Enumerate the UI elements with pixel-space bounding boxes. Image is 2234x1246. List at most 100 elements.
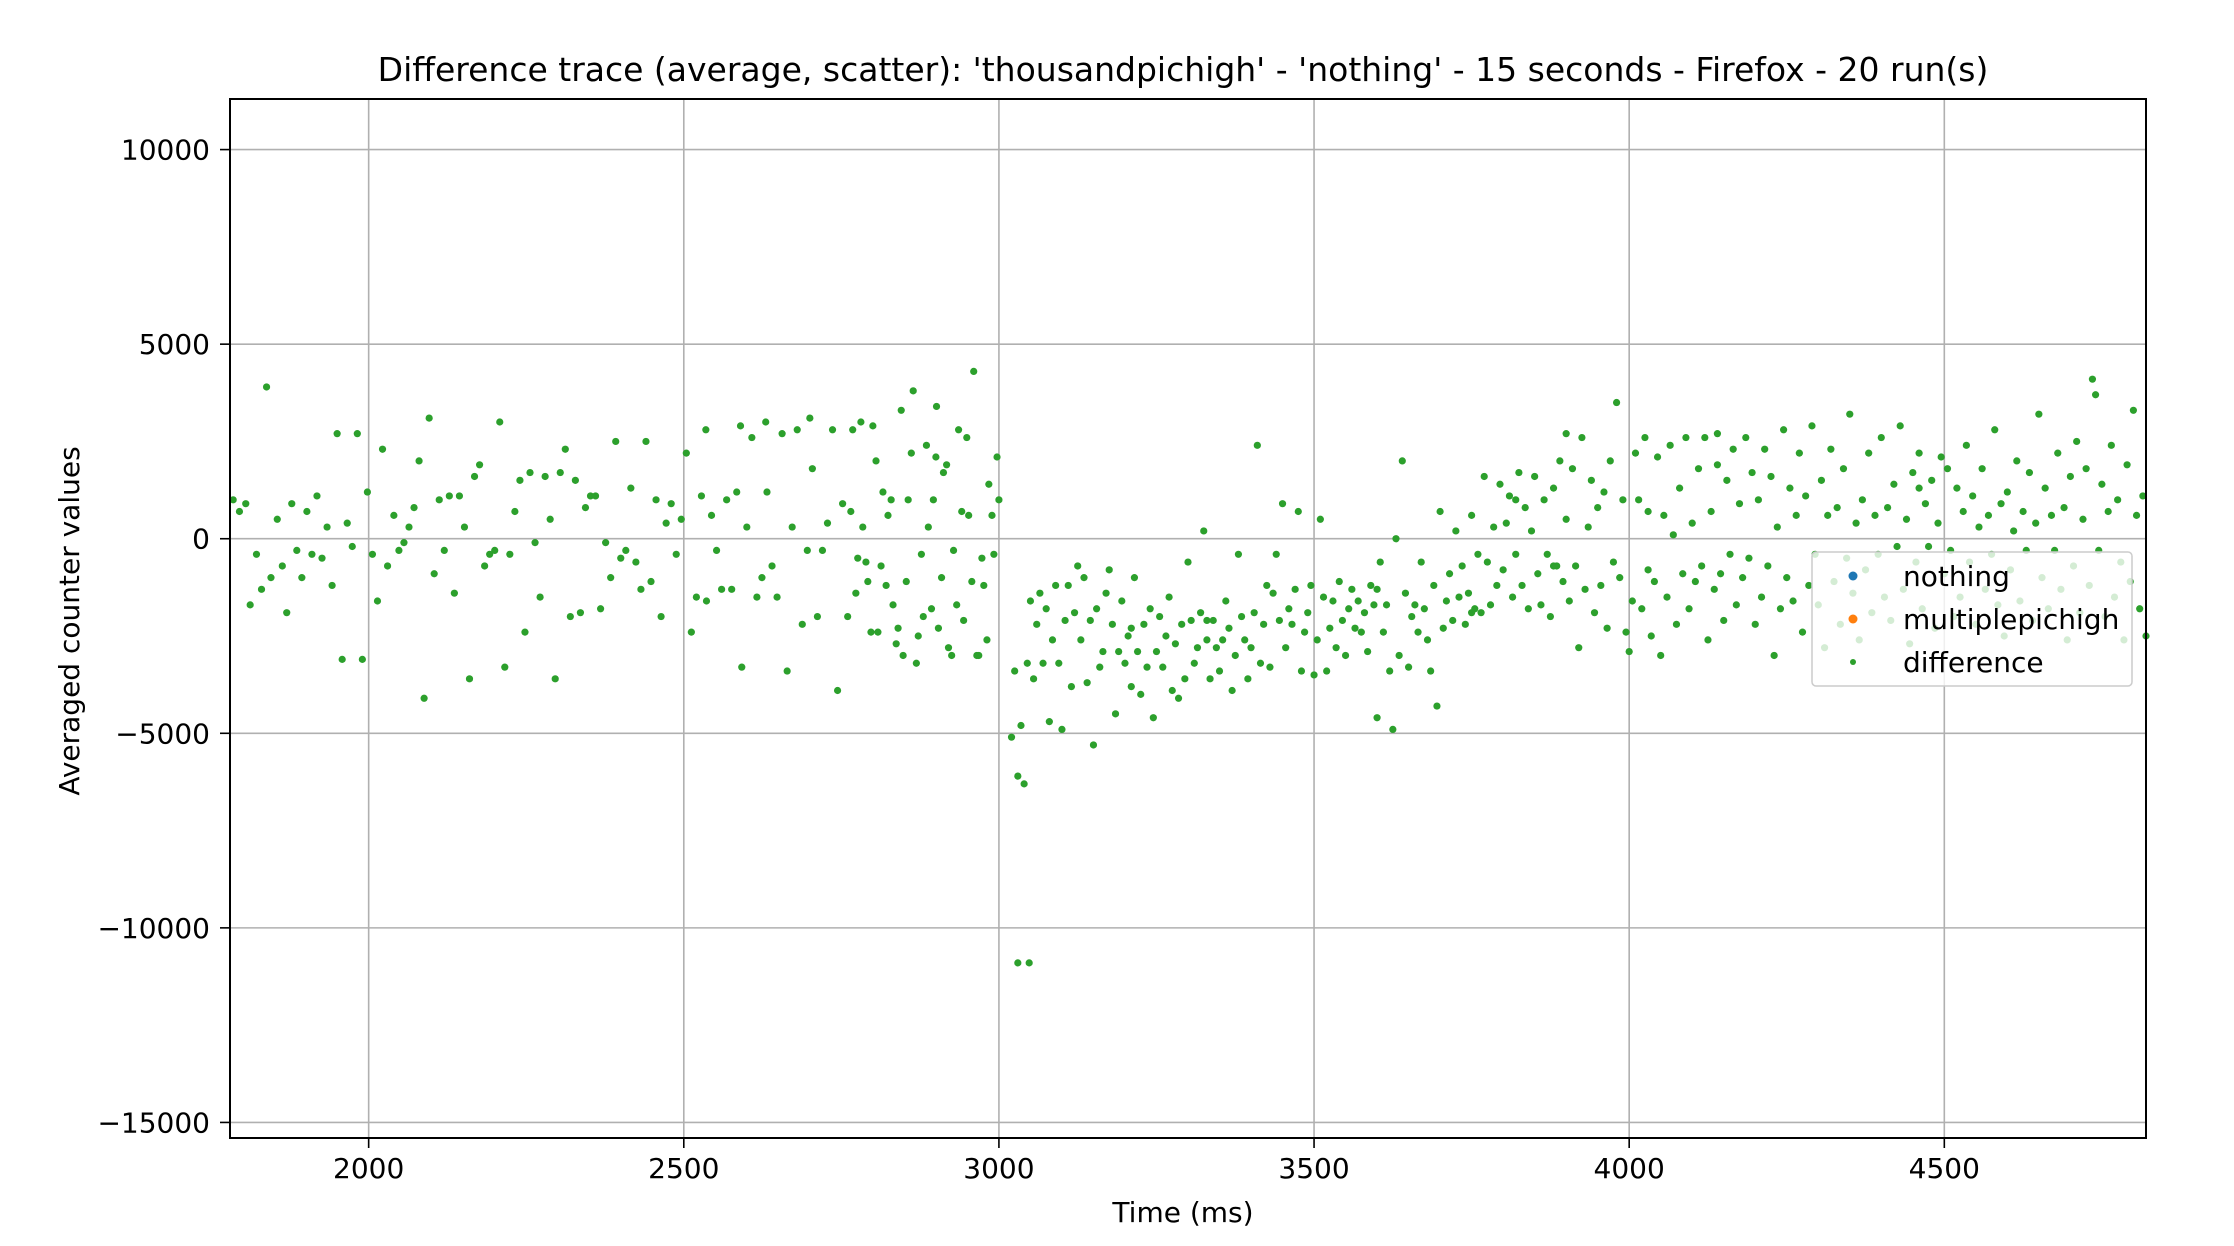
data-point-difference bbox=[844, 612, 852, 621]
data-point-difference bbox=[1962, 441, 1970, 449]
data-point-difference bbox=[1461, 620, 1469, 628]
data-point-difference bbox=[988, 511, 996, 519]
data-point-difference bbox=[1490, 523, 1498, 531]
data-point-difference bbox=[1231, 651, 1239, 660]
data-point-difference bbox=[1978, 465, 1986, 473]
data-point-difference bbox=[1165, 593, 1173, 601]
data-point-difference bbox=[854, 554, 862, 562]
data-point-difference bbox=[677, 515, 685, 523]
data-point-difference bbox=[963, 433, 971, 442]
data-point-difference bbox=[1682, 433, 1690, 442]
data-point-difference bbox=[1408, 612, 1416, 621]
data-point-difference bbox=[1600, 488, 1608, 496]
data-point-difference bbox=[712, 546, 721, 555]
grid bbox=[230, 99, 2146, 1138]
data-point-difference bbox=[1197, 609, 1205, 617]
data-point-difference bbox=[612, 437, 620, 446]
data-point-difference bbox=[1152, 647, 1161, 656]
data-point-difference bbox=[1014, 772, 1022, 780]
data-point-difference bbox=[692, 593, 700, 601]
data-point-difference bbox=[697, 492, 706, 500]
data-point-difference bbox=[1080, 574, 1088, 582]
data-point-difference bbox=[486, 550, 494, 558]
data-point-difference bbox=[1433, 702, 1441, 710]
data-point-difference bbox=[229, 496, 237, 504]
data-point-difference bbox=[308, 550, 316, 558]
data-point-difference bbox=[1184, 558, 1192, 566]
data-point-difference bbox=[922, 441, 931, 449]
data-points bbox=[229, 367, 2150, 967]
data-point-difference bbox=[1058, 725, 1066, 734]
data-point-difference bbox=[1436, 507, 1444, 516]
data-point-difference bbox=[1127, 682, 1135, 691]
data-point-difference bbox=[323, 523, 331, 531]
data-point-difference bbox=[1572, 562, 1580, 570]
data-point-difference bbox=[1074, 562, 1082, 570]
data-point-difference bbox=[1272, 550, 1280, 558]
data-point-difference bbox=[1386, 667, 1394, 675]
data-point-difference bbox=[1291, 585, 1299, 593]
data-point-difference bbox=[894, 624, 902, 632]
data-point-difference bbox=[973, 651, 981, 660]
data-point-difference bbox=[849, 426, 857, 434]
axis-ticks: 2000 2500 3000 3500 4000 4500 10000 5000 0 −5000 −… bbox=[97, 134, 1979, 1185]
data-point-difference bbox=[1209, 616, 1217, 625]
data-point-difference bbox=[1953, 484, 1961, 492]
data-point-difference bbox=[877, 562, 885, 570]
data-point-difference bbox=[2114, 496, 2122, 504]
data-point-difference bbox=[1619, 496, 1627, 504]
data-point-difference bbox=[242, 500, 250, 508]
data-point-difference bbox=[465, 675, 474, 683]
data-point-difference bbox=[2139, 492, 2147, 500]
data-point-difference bbox=[839, 500, 847, 508]
data-point-difference bbox=[1556, 457, 1564, 465]
data-point-difference bbox=[1127, 624, 1135, 632]
data-point-difference bbox=[1102, 589, 1110, 597]
data-point-difference bbox=[1064, 581, 1072, 590]
legend-marker-difference bbox=[1850, 659, 1856, 665]
data-point-difference bbox=[1531, 472, 1539, 481]
data-point-difference bbox=[1745, 554, 1753, 562]
data-point-difference bbox=[718, 585, 726, 593]
data-point-difference bbox=[1162, 632, 1170, 640]
data-point-difference bbox=[1701, 433, 1709, 442]
data-point-difference bbox=[1846, 410, 1854, 418]
data-point-difference bbox=[1512, 550, 1520, 558]
data-point-difference bbox=[1622, 628, 1630, 636]
data-point-difference bbox=[1540, 496, 1548, 504]
data-point-difference bbox=[647, 577, 655, 586]
data-point-difference bbox=[383, 562, 392, 570]
data-point-difference bbox=[862, 558, 870, 566]
x-tick-label: 2000 bbox=[333, 1152, 404, 1185]
data-point-difference bbox=[1086, 616, 1094, 625]
data-point-difference bbox=[475, 461, 484, 469]
data-point-difference bbox=[948, 651, 956, 660]
data-point-difference bbox=[1319, 593, 1328, 601]
data-point-difference bbox=[1896, 422, 1904, 430]
data-point-difference bbox=[980, 581, 988, 590]
data-point-difference bbox=[1297, 667, 1306, 675]
data-point-difference bbox=[2104, 507, 2112, 516]
data-point-difference bbox=[1786, 484, 1794, 492]
plot-area-frame bbox=[229, 98, 2147, 1139]
data-point-difference bbox=[1660, 511, 1668, 519]
data-point-difference bbox=[521, 628, 529, 636]
data-point-difference bbox=[257, 585, 266, 593]
data-point-difference bbox=[902, 577, 910, 586]
data-point-difference bbox=[430, 570, 438, 578]
data-point-difference bbox=[333, 430, 341, 438]
data-point-difference bbox=[1609, 558, 1618, 566]
data-point-difference bbox=[1263, 581, 1271, 590]
data-point-difference bbox=[897, 406, 905, 414]
data-point-difference bbox=[348, 542, 356, 551]
legend: nothing multiplepichigh difference bbox=[1811, 551, 2133, 687]
data-point-difference bbox=[591, 492, 600, 500]
data-point-difference bbox=[622, 546, 630, 555]
data-point-difference bbox=[1373, 585, 1381, 593]
data-point-difference bbox=[1546, 612, 1555, 621]
data-point-difference bbox=[1025, 959, 1033, 967]
data-point-difference bbox=[808, 465, 816, 473]
data-point-difference bbox=[1137, 690, 1145, 698]
data-point-difference bbox=[965, 511, 973, 519]
